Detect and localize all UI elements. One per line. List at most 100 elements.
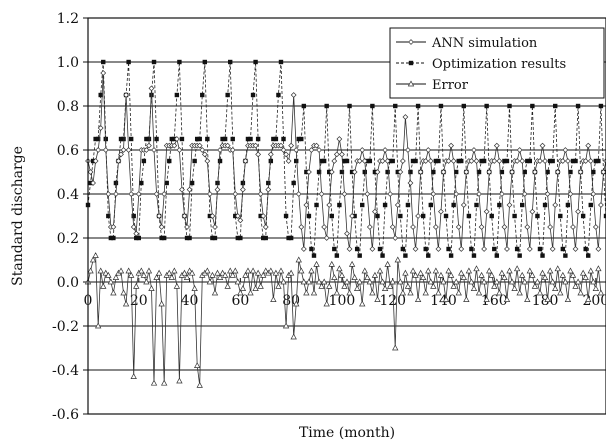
y-tick-label: -0.4 [52, 363, 79, 379]
data-point [426, 253, 431, 258]
data-point [600, 169, 606, 175]
data-point [273, 136, 279, 142]
data-point [458, 246, 465, 252]
data-point [235, 235, 241, 241]
data-point [374, 296, 381, 302]
series-line [87, 254, 602, 386]
data-point [549, 278, 556, 285]
data-point [565, 202, 571, 208]
data-point [161, 235, 167, 241]
data-point [473, 158, 480, 164]
data-point [333, 289, 341, 296]
data-point [250, 92, 256, 98]
data-point [351, 169, 358, 175]
data-point [461, 103, 467, 109]
data-point [342, 158, 347, 164]
data-point [364, 274, 371, 280]
data-point [331, 158, 338, 164]
data-point [144, 136, 149, 142]
data-point [321, 224, 328, 230]
data-point [570, 158, 576, 164]
data-point [481, 246, 488, 252]
y-axis-ticks: -0.6 -0.4 -0.2 0.0 0.2 0.4 0.6 0.8 1.0 1.2 [52, 11, 88, 423]
data-point [326, 282, 333, 289]
data-point [146, 142, 152, 149]
data-point [494, 253, 500, 258]
data-point [399, 158, 406, 164]
data-point [275, 282, 282, 289]
data-point [397, 169, 404, 175]
data-point [374, 169, 381, 175]
data-point [131, 213, 136, 219]
data-point [520, 202, 525, 208]
data-point [513, 265, 521, 272]
data-point [87, 267, 94, 274]
data-point [118, 136, 124, 142]
data-point [423, 246, 428, 252]
data-point [97, 267, 104, 274]
data-point [362, 169, 367, 175]
data-point [493, 278, 501, 285]
data-point [432, 224, 439, 230]
data-point [310, 289, 318, 296]
data-point [290, 92, 297, 98]
data-point [245, 136, 251, 142]
data-point [508, 278, 516, 285]
data-point [341, 282, 348, 289]
data-point [544, 191, 551, 197]
data-point [227, 267, 234, 274]
data-point [253, 59, 258, 65]
data-point [305, 278, 313, 285]
data-point [130, 373, 137, 379]
data-point [506, 202, 513, 208]
data-point [232, 191, 239, 197]
data-point [419, 274, 427, 280]
data-point [473, 265, 480, 272]
data-point [194, 136, 200, 142]
x-tick-label: 20 [130, 293, 148, 309]
data-point [173, 282, 181, 289]
data-point [438, 208, 444, 215]
data-point [463, 169, 470, 175]
data-point [425, 147, 432, 153]
data-point [318, 191, 325, 197]
data-point [90, 180, 96, 186]
data-point [504, 246, 510, 252]
data-point [212, 235, 218, 241]
data-point [216, 274, 224, 280]
data-point [215, 180, 220, 186]
data-point [199, 147, 206, 153]
data-point [260, 271, 267, 278]
data-point [369, 246, 376, 252]
data-point [95, 147, 102, 153]
data-point [468, 158, 475, 164]
data-point [128, 136, 134, 142]
data-point [435, 246, 442, 252]
data-point [262, 224, 269, 230]
data-point [478, 271, 485, 278]
data-point [366, 224, 373, 230]
data-point [564, 296, 572, 302]
data-point [229, 147, 236, 153]
data-point [348, 260, 356, 267]
data-point [140, 271, 148, 278]
data-point [113, 191, 119, 197]
data-point [155, 269, 163, 276]
y-tick-label: 0.4 [57, 187, 79, 203]
data-point [293, 300, 300, 307]
data-point [542, 202, 548, 208]
data-point [339, 169, 345, 175]
data-point [534, 278, 541, 285]
data-point [121, 136, 126, 142]
data-point [267, 151, 274, 158]
data-point [458, 269, 465, 276]
data-point [143, 147, 150, 153]
data-point [565, 158, 571, 164]
data-point [321, 158, 327, 164]
data-point [339, 151, 345, 158]
data-point [539, 269, 546, 276]
data-point [544, 296, 551, 302]
data-point [463, 296, 470, 302]
data-point [422, 158, 429, 164]
y-tick-label: 1.2 [57, 11, 79, 27]
